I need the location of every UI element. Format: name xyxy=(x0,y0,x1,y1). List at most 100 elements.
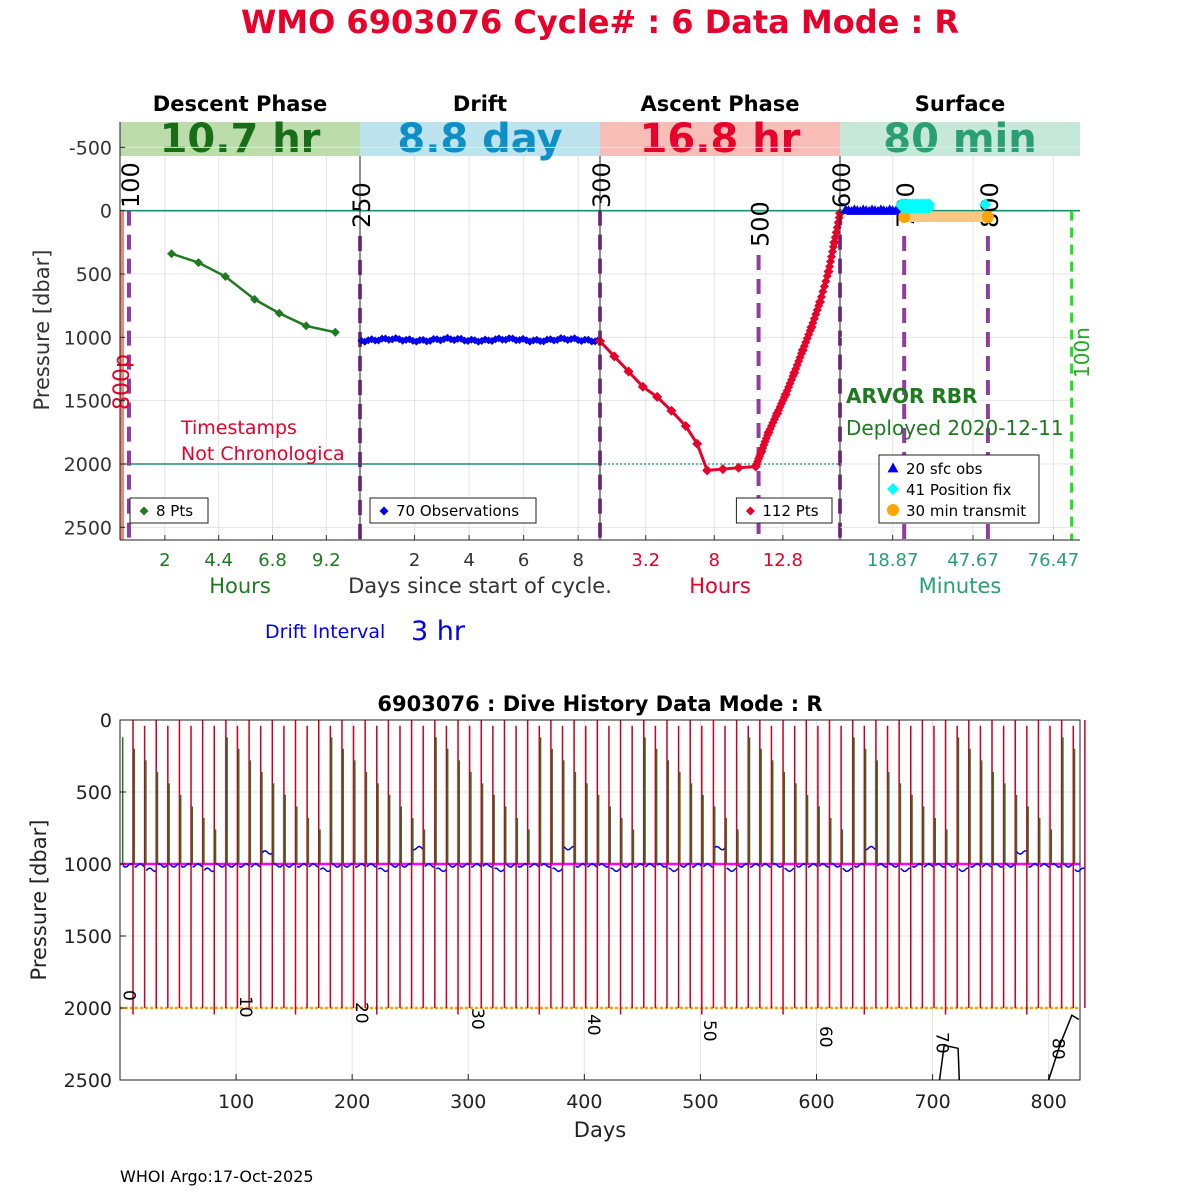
history-cycle-label: 60 xyxy=(815,1026,835,1048)
ascent-cycle-marker-label: 600 xyxy=(828,162,856,208)
history-drift-line xyxy=(1028,862,1039,868)
history-drift-line xyxy=(331,863,343,868)
annotation-line-1: Timestamps xyxy=(180,417,297,439)
history-drift-line xyxy=(203,867,215,873)
history-y-tick-label: 2000 xyxy=(64,998,112,1020)
history-drift-line xyxy=(215,863,227,868)
history-drift-line xyxy=(818,862,830,868)
history-drift-line xyxy=(517,863,529,868)
history-drift-line xyxy=(1062,863,1074,868)
ascent-banner xyxy=(600,122,840,156)
history-drift-line xyxy=(157,862,169,868)
position-fix-point xyxy=(923,198,936,211)
ascent-point xyxy=(733,462,744,473)
history-title: 6903076 : Dive History Data Mode : R xyxy=(377,692,822,716)
history-drift-line xyxy=(900,867,911,873)
figure-title: WMO 6903076 Cycle# : 6 Data Mode : R xyxy=(241,3,959,41)
descent-cycle-marker-label: 100 xyxy=(117,162,145,208)
surface-x-tick-label: 47.67 xyxy=(947,550,999,571)
surface-legend-item: 41 Position fix xyxy=(906,481,1011,499)
surface-legend-item: 20 sfc obs xyxy=(906,460,983,478)
history-drift-line xyxy=(865,845,877,851)
ascent-point xyxy=(652,391,663,402)
descent-legend-marker xyxy=(139,506,149,516)
history-drift-line xyxy=(424,863,435,868)
history-cycle-label: 20 xyxy=(351,1002,371,1024)
history-drift-line xyxy=(830,862,842,868)
history-x-tick-label: 400 xyxy=(566,1091,602,1113)
history-trajectory-fragment xyxy=(938,1044,961,1081)
history-drift-line xyxy=(679,862,691,868)
history-drift-line xyxy=(250,862,262,868)
history-drift-line xyxy=(1039,863,1051,868)
history-drift-line xyxy=(633,862,645,868)
history-drift-line xyxy=(1004,863,1016,868)
history-y-axis-label: Pressure [dbar] xyxy=(27,820,51,981)
descent-point xyxy=(330,327,340,337)
history-x-tick-label: 500 xyxy=(682,1091,718,1113)
cycle-center-x-label: Days since start of cycle. xyxy=(348,574,612,598)
history-drift-line xyxy=(226,863,238,868)
ascent-point xyxy=(637,381,648,392)
descent-x-tick-label: 9.2 xyxy=(312,550,341,571)
history-drift-line xyxy=(145,867,157,873)
history-drift-line xyxy=(737,862,749,868)
history-drift-line xyxy=(413,845,424,851)
history-drift-line xyxy=(435,867,447,873)
surface-legend-box xyxy=(878,454,1040,524)
history-plot-area xyxy=(120,720,1080,1080)
history-y-tick-label: 500 xyxy=(76,782,112,804)
history-cycle-label: 30 xyxy=(467,1008,487,1030)
history-y-tick-label: 1000 xyxy=(64,854,112,876)
history-y-tick-label: 1500 xyxy=(64,926,112,948)
history-drift-line xyxy=(772,862,784,868)
history-drift-line xyxy=(470,863,482,868)
transmit-end-point xyxy=(981,211,994,223)
descent-point xyxy=(167,249,177,259)
history-drift-line xyxy=(970,862,981,868)
history-drift-line xyxy=(319,867,331,873)
history-drift-line xyxy=(807,863,819,868)
history-drift-line xyxy=(993,863,1005,868)
ascent-point xyxy=(609,351,620,362)
ascent-point xyxy=(623,366,634,377)
history-drift-line xyxy=(586,862,598,868)
history-drift-line xyxy=(505,863,517,868)
surface-side-label: 100n xyxy=(1070,327,1094,378)
history-cycle-label: 40 xyxy=(583,1014,603,1036)
history-drift-line xyxy=(911,862,923,868)
history-cycle-label: 50 xyxy=(699,1020,719,1042)
history-trajectory-fragment xyxy=(1047,1014,1080,1081)
history-drift-line xyxy=(958,867,969,873)
history-cycle-label: 70 xyxy=(931,1032,951,1054)
surface-legend-item: 30 min transmit xyxy=(906,502,1026,520)
descent-x-tick-label: 2 xyxy=(159,550,170,571)
history-drift-line xyxy=(447,863,459,868)
history-drift-line xyxy=(168,863,180,868)
history-x-tick-label: 200 xyxy=(334,1091,370,1113)
history-y-tick-label: 2500 xyxy=(64,1070,112,1092)
history-drift-line xyxy=(192,862,204,868)
history-drift-line xyxy=(621,863,633,868)
drift-x-tick-label: 6 xyxy=(518,550,529,571)
history-drift-line xyxy=(122,862,134,868)
cycle-y-tick-label: 0 xyxy=(100,201,112,223)
history-drift-line xyxy=(261,850,273,855)
history-drift-line xyxy=(400,862,412,868)
history-drift-line xyxy=(308,862,320,868)
ascent-cycle-marker-label: 300 xyxy=(588,162,616,208)
history-drift-line xyxy=(934,863,946,868)
history-drift-line xyxy=(598,863,610,868)
drift-banner xyxy=(360,122,600,156)
descent-point xyxy=(250,294,260,304)
history-drift-line xyxy=(691,862,703,868)
history-drift-line xyxy=(726,867,738,873)
history-drift-line xyxy=(284,863,296,868)
drift-x-tick-label: 8 xyxy=(572,550,583,571)
history-drift-line xyxy=(749,863,761,868)
history-drift-line xyxy=(1051,862,1063,868)
drift-legend: 70 Observations xyxy=(369,497,537,524)
